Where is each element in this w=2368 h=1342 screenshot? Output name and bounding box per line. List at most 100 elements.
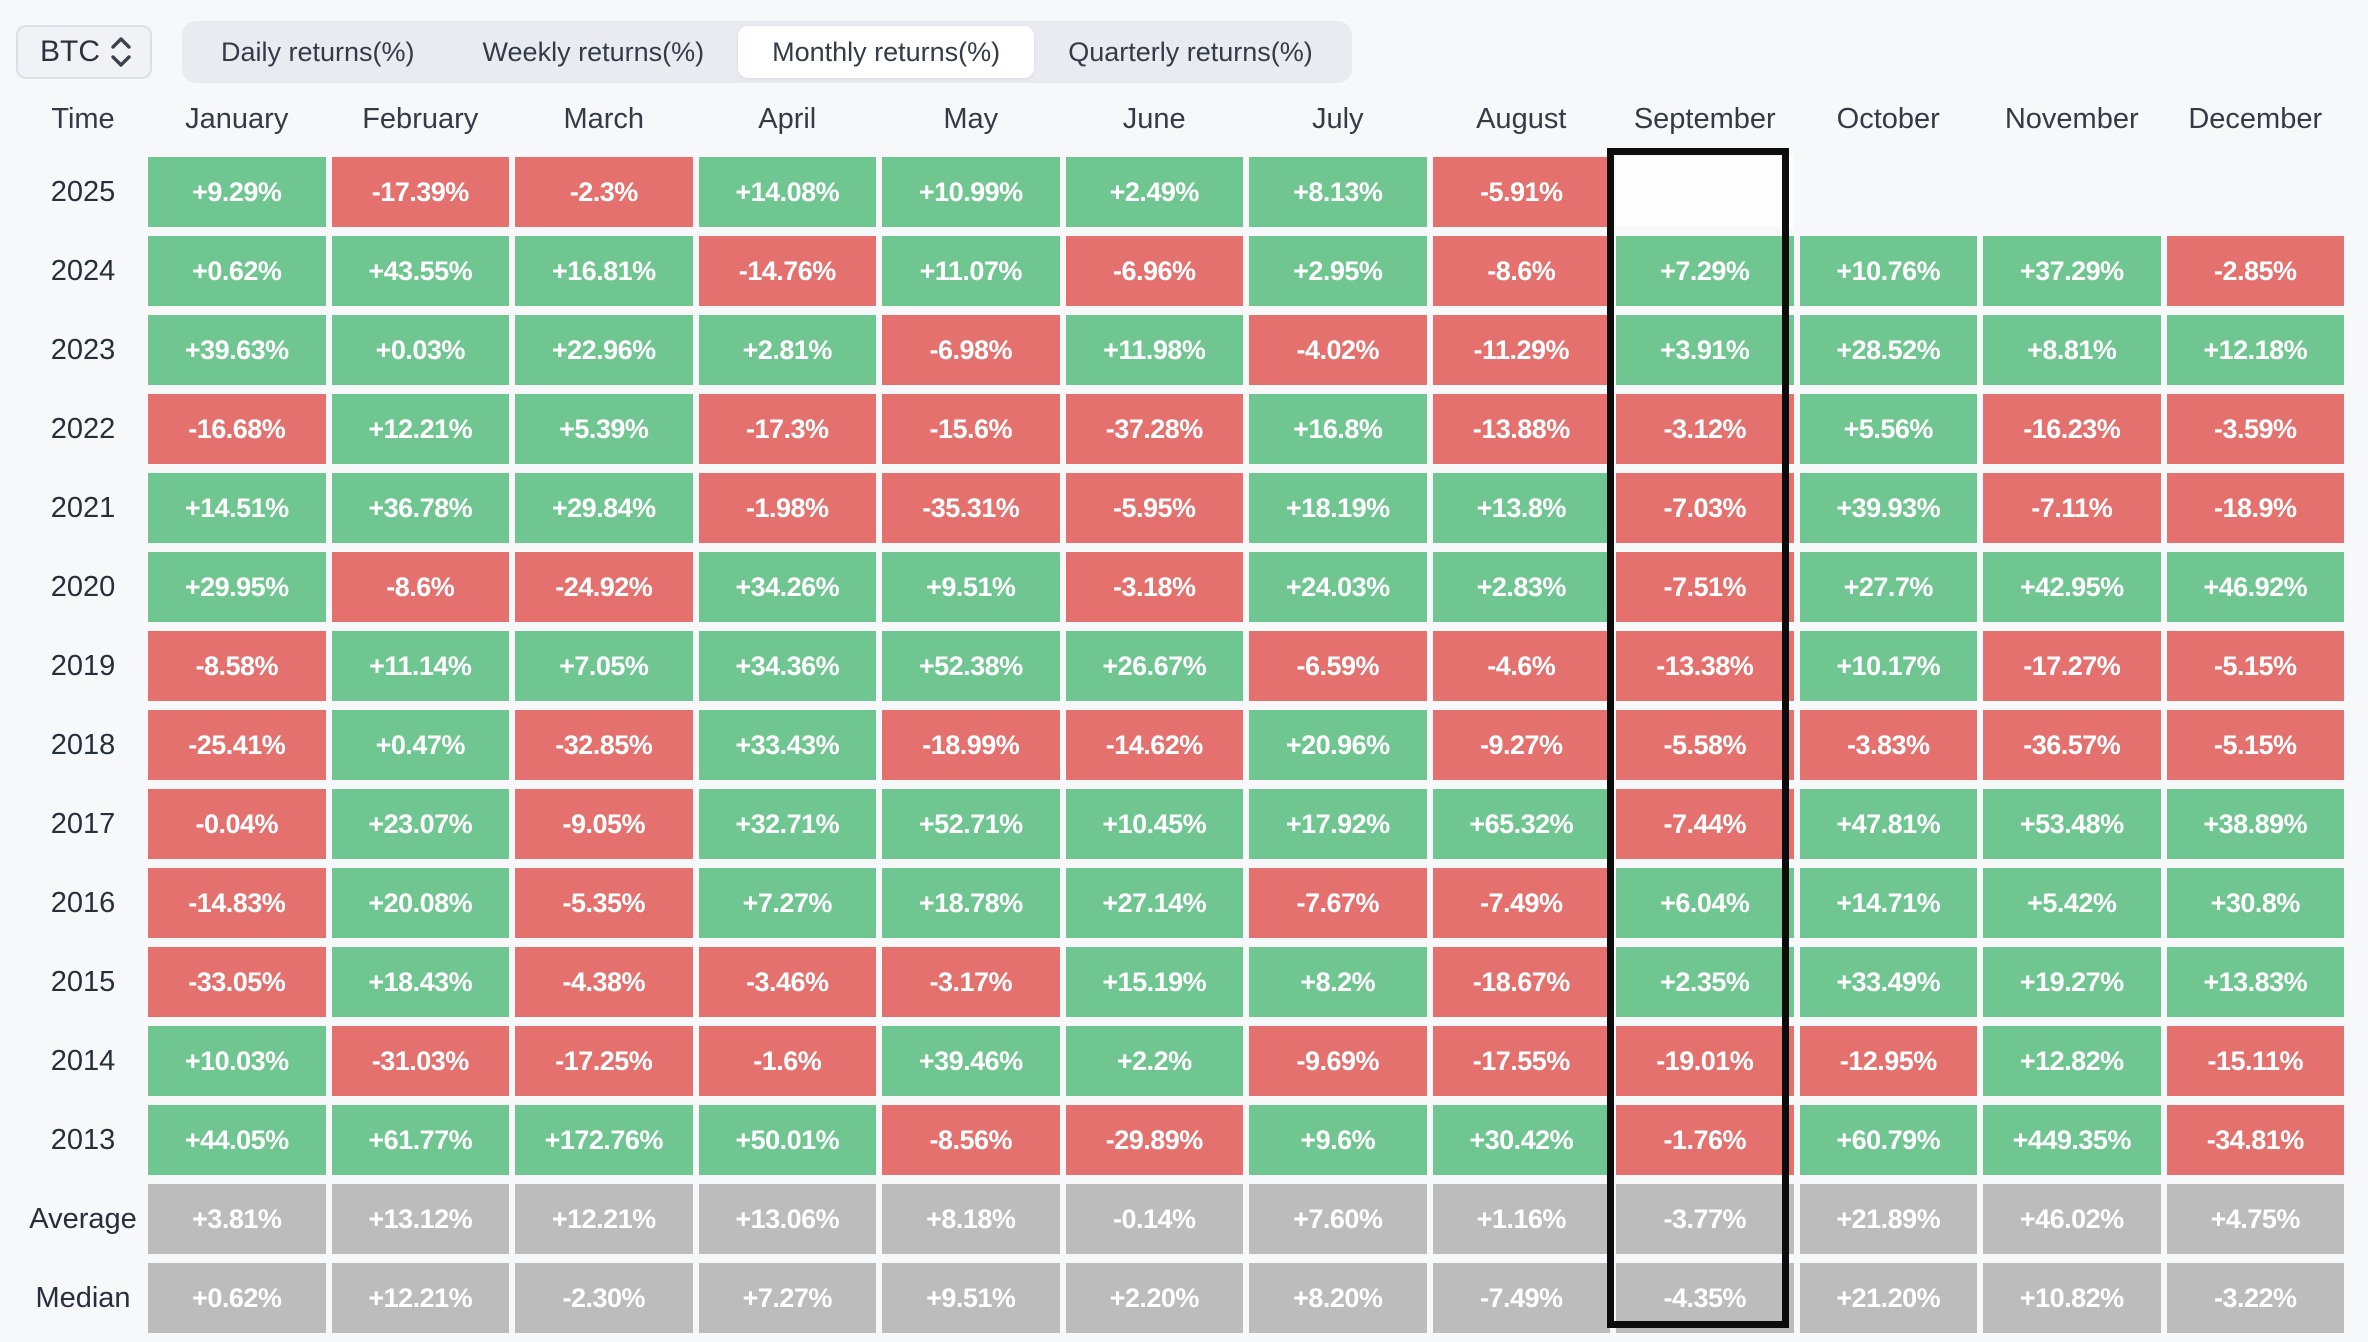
return-cell: +7.60%: [1249, 1184, 1427, 1254]
row-label-2025: 2025: [50, 175, 116, 208]
return-cell: [1983, 157, 2161, 227]
return-cell: +10.99%: [882, 157, 1060, 227]
return-cell: +11.14%: [331, 631, 509, 701]
return-cell: +15.19%: [1065, 947, 1243, 1017]
return-cell: +2.20%: [1065, 1263, 1243, 1333]
return-cell: +16.81%: [515, 236, 693, 306]
return-cell: -4.02%: [1249, 315, 1427, 385]
row-label-median: Median: [35, 1281, 131, 1314]
returns-period-tabs: Daily returns(%) Weekly returns(%) Monthly…: [182, 21, 1352, 83]
time-header: Time: [51, 102, 115, 135]
return-cell: -1.6%: [698, 1026, 876, 1096]
return-cell: -29.89%: [1065, 1105, 1243, 1175]
return-cell: +0.62%: [148, 236, 326, 306]
return-cell: -7.03%: [1616, 473, 1794, 543]
return-cell: -5.95%: [1065, 473, 1243, 543]
return-cell: -5.91%: [1432, 157, 1610, 227]
return-cell: -3.12%: [1616, 394, 1794, 464]
column-header-february: February: [362, 102, 479, 135]
row-label-2020: 2020: [50, 570, 116, 603]
return-cell: +28.52%: [1799, 315, 1977, 385]
return-cell: -18.9%: [2166, 473, 2344, 543]
return-cell: -17.55%: [1432, 1026, 1610, 1096]
return-cell: +0.62%: [148, 1263, 326, 1333]
return-cell: -7.49%: [1432, 1263, 1610, 1333]
return-cell: +9.29%: [148, 157, 326, 227]
return-cell: -18.67%: [1432, 947, 1610, 1017]
return-cell: +14.08%: [698, 157, 876, 227]
return-cell: -4.35%: [1616, 1263, 1794, 1333]
return-cell: +52.71%: [882, 789, 1060, 859]
return-cell: +10.17%: [1799, 631, 1977, 701]
return-cell: -1.98%: [698, 473, 876, 543]
return-cell: -8.6%: [1432, 236, 1610, 306]
return-cell: +44.05%: [148, 1105, 326, 1175]
return-cell: +46.92%: [2166, 552, 2344, 622]
return-cell: -7.11%: [1983, 473, 2161, 543]
return-cell: +23.07%: [331, 789, 509, 859]
tab-monthly[interactable]: Monthly returns(%): [738, 26, 1035, 78]
return-cell: +39.63%: [148, 315, 326, 385]
return-cell: -2.85%: [2166, 236, 2344, 306]
return-cell: -6.98%: [882, 315, 1060, 385]
return-cell: +2.81%: [698, 315, 876, 385]
column-header-august: August: [1476, 102, 1567, 135]
return-cell: +39.46%: [882, 1026, 1060, 1096]
return-cell: +3.91%: [1616, 315, 1794, 385]
return-cell: +20.96%: [1249, 710, 1427, 780]
return-cell: -16.68%: [148, 394, 326, 464]
tab-daily[interactable]: Daily returns(%): [187, 26, 449, 78]
return-cell: -17.27%: [1983, 631, 2161, 701]
return-cell: +18.78%: [882, 868, 1060, 938]
return-cell: -3.22%: [2166, 1263, 2344, 1333]
return-cell: +20.08%: [331, 868, 509, 938]
return-cell: +24.03%: [1249, 552, 1427, 622]
return-cell: +8.2%: [1249, 947, 1427, 1017]
tab-quarterly[interactable]: Quarterly returns(%): [1034, 26, 1347, 78]
return-cell: +0.47%: [331, 710, 509, 780]
return-cell: -8.6%: [331, 552, 509, 622]
return-cell: +2.83%: [1432, 552, 1610, 622]
return-cell: +19.27%: [1983, 947, 2161, 1017]
return-cell: -7.44%: [1616, 789, 1794, 859]
return-cell: +27.7%: [1799, 552, 1977, 622]
return-cell: +11.07%: [882, 236, 1060, 306]
return-cell: -4.38%: [515, 947, 693, 1017]
tab-weekly[interactable]: Weekly returns(%): [449, 26, 739, 78]
row-label-2022: 2022: [50, 412, 116, 445]
return-cell: +14.71%: [1799, 868, 1977, 938]
return-cell: +7.27%: [698, 1263, 876, 1333]
updown-chevron-icon: [110, 35, 132, 69]
return-cell: -5.58%: [1616, 710, 1794, 780]
return-cell: -8.58%: [148, 631, 326, 701]
return-cell: +1.16%: [1432, 1184, 1610, 1254]
return-cell: -13.88%: [1432, 394, 1610, 464]
column-header-june: June: [1122, 102, 1186, 135]
return-cell: +21.20%: [1799, 1263, 1977, 1333]
return-cell: +29.84%: [515, 473, 693, 543]
return-cell: -4.6%: [1432, 631, 1610, 701]
return-cell: [1800, 157, 1978, 227]
return-cell: +17.92%: [1249, 789, 1427, 859]
return-cell: +37.29%: [1983, 236, 2161, 306]
return-cell: +52.38%: [882, 631, 1060, 701]
return-cell: -34.81%: [2166, 1105, 2344, 1175]
return-cell: -3.18%: [1065, 552, 1243, 622]
return-cell: -17.39%: [331, 157, 509, 227]
return-cell: +32.71%: [698, 789, 876, 859]
return-cell: -11.29%: [1432, 315, 1610, 385]
return-cell: +5.56%: [1799, 394, 1977, 464]
column-header-october: October: [1836, 102, 1940, 135]
column-header-january: January: [185, 102, 289, 135]
return-cell: -14.76%: [698, 236, 876, 306]
return-cell: +47.81%: [1799, 789, 1977, 859]
return-cell: +13.06%: [698, 1184, 876, 1254]
return-cell: +34.26%: [698, 552, 876, 622]
return-cell: +10.03%: [148, 1026, 326, 1096]
return-cell: -1.76%: [1616, 1105, 1794, 1175]
return-cell: -14.62%: [1065, 710, 1243, 780]
return-cell: -13.38%: [1616, 631, 1794, 701]
return-cell: +53.48%: [1983, 789, 2161, 859]
return-cell: -31.03%: [331, 1026, 509, 1096]
asset-select[interactable]: BTC: [16, 25, 152, 79]
